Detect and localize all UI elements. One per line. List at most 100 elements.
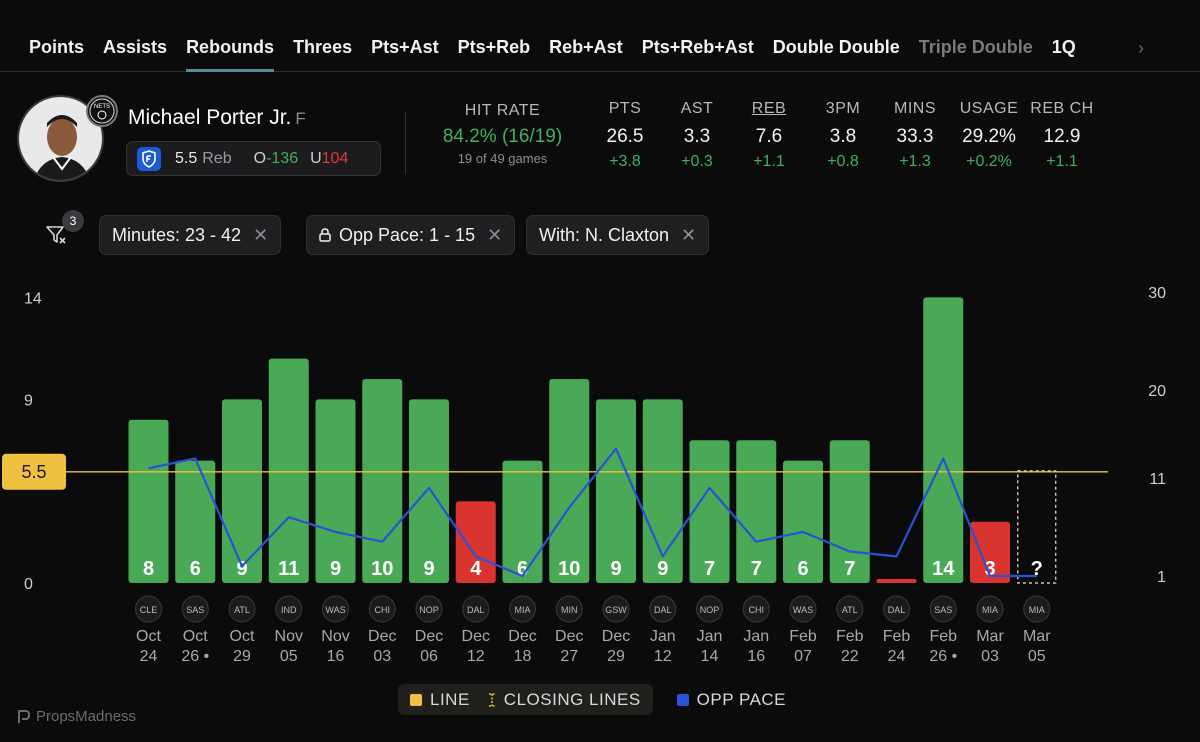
bar[interactable] [876, 579, 917, 583]
line-label: Reb [202, 149, 232, 167]
close-icon[interactable]: ✕ [681, 224, 697, 245]
team-logo-icon [462, 595, 490, 623]
game-date-day: 24 [140, 648, 158, 665]
bar[interactable] [362, 379, 403, 583]
team-logo-icon [415, 595, 443, 623]
filter-chip-label: Minutes: 23 - 42 [112, 224, 242, 245]
pending-bar[interactable] [1017, 470, 1057, 584]
team-logo-icon [883, 595, 910, 623]
filter-chip-label: With: N. Claxton [539, 224, 670, 245]
tab-reb-ast[interactable]: Reb+Ast [549, 36, 623, 57]
tab-assists[interactable]: Assists [103, 36, 168, 57]
over-odds: O-136 [254, 150, 298, 168]
stat-3pm: 3PM 3.8 +0.8 [803, 100, 883, 171]
stat-label[interactable]: REB [751, 100, 787, 117]
hit-rate-block: HIT RATE 84.2% (16/19) 19 of 49 games [420, 102, 585, 166]
team-logo-icon [509, 595, 536, 623]
bar-value-label: 10 [558, 558, 580, 580]
bar[interactable] [502, 460, 543, 583]
bar[interactable] [315, 399, 356, 583]
bar[interactable] [736, 440, 777, 583]
tab-pts-reb[interactable]: Pts+Reb [457, 36, 531, 57]
team-abbr: CHI [375, 605, 391, 615]
team-logo-icon [368, 595, 396, 623]
under-prefix: U [310, 149, 322, 167]
bar[interactable] [549, 379, 590, 583]
game-date-month: Dec [555, 628, 583, 645]
tab-1q[interactable]: 1Q [1051, 36, 1076, 57]
bar-value-label: 7 [751, 558, 762, 580]
over-odds-value: -136 [266, 149, 299, 167]
tab-pts-reb-ast[interactable]: Pts+Reb+Ast [641, 36, 754, 57]
game-date-month: Mar [1023, 628, 1051, 645]
game-date-month: Dec [368, 628, 396, 645]
game-date-month: Dec [415, 628, 443, 645]
game-date-month: Oct [230, 628, 255, 645]
team-logo-icon [228, 595, 256, 623]
bar[interactable] [642, 399, 683, 583]
game-date-month: Jan [650, 628, 676, 645]
bar[interactable] [970, 521, 1010, 583]
pace-swatch [676, 693, 689, 706]
legend-opp-pace[interactable]: OPP PACE [676, 690, 786, 710]
bar[interactable] [689, 440, 730, 583]
bar[interactable] [268, 358, 309, 583]
team-logo-icon [1023, 595, 1051, 623]
tab-pts-ast[interactable]: Pts+Ast [371, 36, 439, 57]
game-date-month: Feb [883, 628, 911, 645]
game-date-month: Feb [836, 628, 864, 645]
stat-label: REB CH [1030, 100, 1094, 117]
bar[interactable] [222, 399, 262, 583]
prop-line-pill[interactable]: 5.5 Reb O-136 U104 [126, 141, 381, 176]
team-logo-icon [696, 595, 723, 623]
stat-value: 29.2% [962, 126, 1016, 147]
tab-threes[interactable]: Threes [293, 36, 353, 57]
bar[interactable] [175, 460, 216, 583]
stat-reb-ch: REB CH 12.9 +1.1 [1022, 100, 1102, 171]
stat-mins: MINS 33.3 +1.3 [875, 100, 955, 171]
bar-value-label: 7 [704, 558, 715, 580]
game-date-day: 26 • [181, 648, 209, 665]
chevron-right-icon[interactable]: › [1138, 38, 1144, 58]
close-icon[interactable]: ✕ [487, 224, 503, 245]
sportsbook-shield-icon [137, 146, 161, 171]
game-date-day: 29 [607, 648, 625, 665]
legend-closing-lines[interactable]: CLOSING LINES [488, 690, 641, 710]
bar[interactable] [409, 399, 449, 583]
team-abbr: DAL [467, 605, 485, 615]
bar[interactable] [596, 399, 636, 583]
player-name: Michael Porter Jr. F [128, 106, 306, 130]
stat-usage: USAGE 29.2% +0.2% [949, 100, 1029, 171]
team-abbr: IND [281, 605, 297, 615]
tab-double-double[interactable]: Double Double [772, 36, 900, 57]
right-axis-tick: 20 [1148, 383, 1166, 400]
bar-value-label: ? [1031, 558, 1043, 580]
brand-name: PropsMadness [36, 708, 137, 725]
stat-reb: REB 7.6 +1.1 [729, 100, 809, 171]
game-date-day: 29 [233, 648, 251, 665]
bar[interactable] [128, 419, 169, 583]
close-icon[interactable]: ✕ [253, 224, 269, 245]
line-value: 5.5 [175, 149, 198, 167]
bar[interactable] [455, 501, 496, 583]
filter-chip[interactable]: With: N. Claxton ✕ [526, 215, 710, 255]
bar[interactable] [783, 460, 823, 583]
game-date-day: 03 [981, 648, 999, 665]
bar-value-label: 7 [844, 558, 855, 580]
filter-chip[interactable]: Minutes: 23 - 42 ✕ [99, 215, 282, 255]
tab-triple-double[interactable]: Triple Double [918, 36, 1033, 57]
game-date-month: Oct [136, 628, 161, 645]
team-logo-icon [181, 595, 209, 623]
filter-chip[interactable]: Opp Pace: 1 - 15 ✕ [306, 215, 516, 255]
over-prefix: O [253, 149, 267, 167]
bar[interactable] [923, 297, 964, 583]
tab-rebounds[interactable]: Rebounds [186, 0, 275, 72]
tab-points[interactable]: Points [29, 36, 85, 57]
team-logo-icon [322, 595, 349, 623]
team-abbr: MIA [982, 605, 998, 615]
legend-closing-label: CLOSING LINES [503, 689, 641, 709]
legend-line[interactable]: LINE [410, 690, 470, 710]
stat-label: PTS [608, 100, 642, 117]
stat-value: 33.3 [896, 126, 934, 147]
bar-value-label: 3 [984, 558, 995, 580]
